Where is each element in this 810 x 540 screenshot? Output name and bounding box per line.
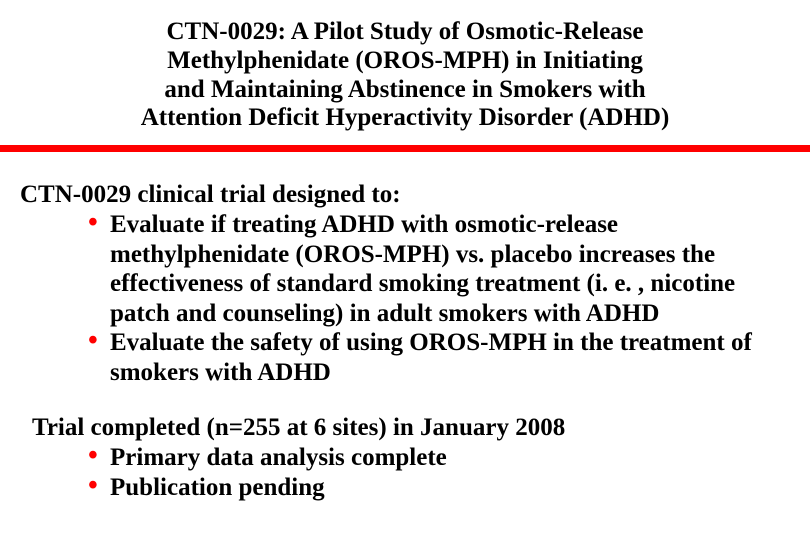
title-line-2: Methylphenidate (OROS-MPH) in Initiating <box>90 47 720 76</box>
divider <box>0 145 810 152</box>
list-item: Evaluate if treating ADHD with osmotic-r… <box>88 210 790 328</box>
title-line-1: CTN-0029: A Pilot Study of Osmotic-Relea… <box>90 18 720 47</box>
list-item: Publication pending <box>88 473 790 503</box>
list-item: Evaluate the safety of using OROS-MPH in… <box>88 328 790 387</box>
section2-lead: Trial completed (n=255 at 6 sites) in Ja… <box>20 413 790 443</box>
title-line-3: and Maintaining Abstinence in Smokers wi… <box>90 76 720 105</box>
section1-bullets: Evaluate if treating ADHD with osmotic-r… <box>20 210 790 387</box>
slide-title: CTN-0029: A Pilot Study of Osmotic-Relea… <box>0 18 810 143</box>
section2-bullets: Primary data analysis complete Publicati… <box>20 443 790 502</box>
slide: CTN-0029: A Pilot Study of Osmotic-Relea… <box>0 0 810 540</box>
title-line-4: Attention Deficit Hyperactivity Disorder… <box>90 104 720 133</box>
slide-content: CTN-0029 clinical trial designed to: Eva… <box>0 152 810 502</box>
section1-lead: CTN-0029 clinical trial designed to: <box>20 180 790 210</box>
list-item: Primary data analysis complete <box>88 443 790 473</box>
